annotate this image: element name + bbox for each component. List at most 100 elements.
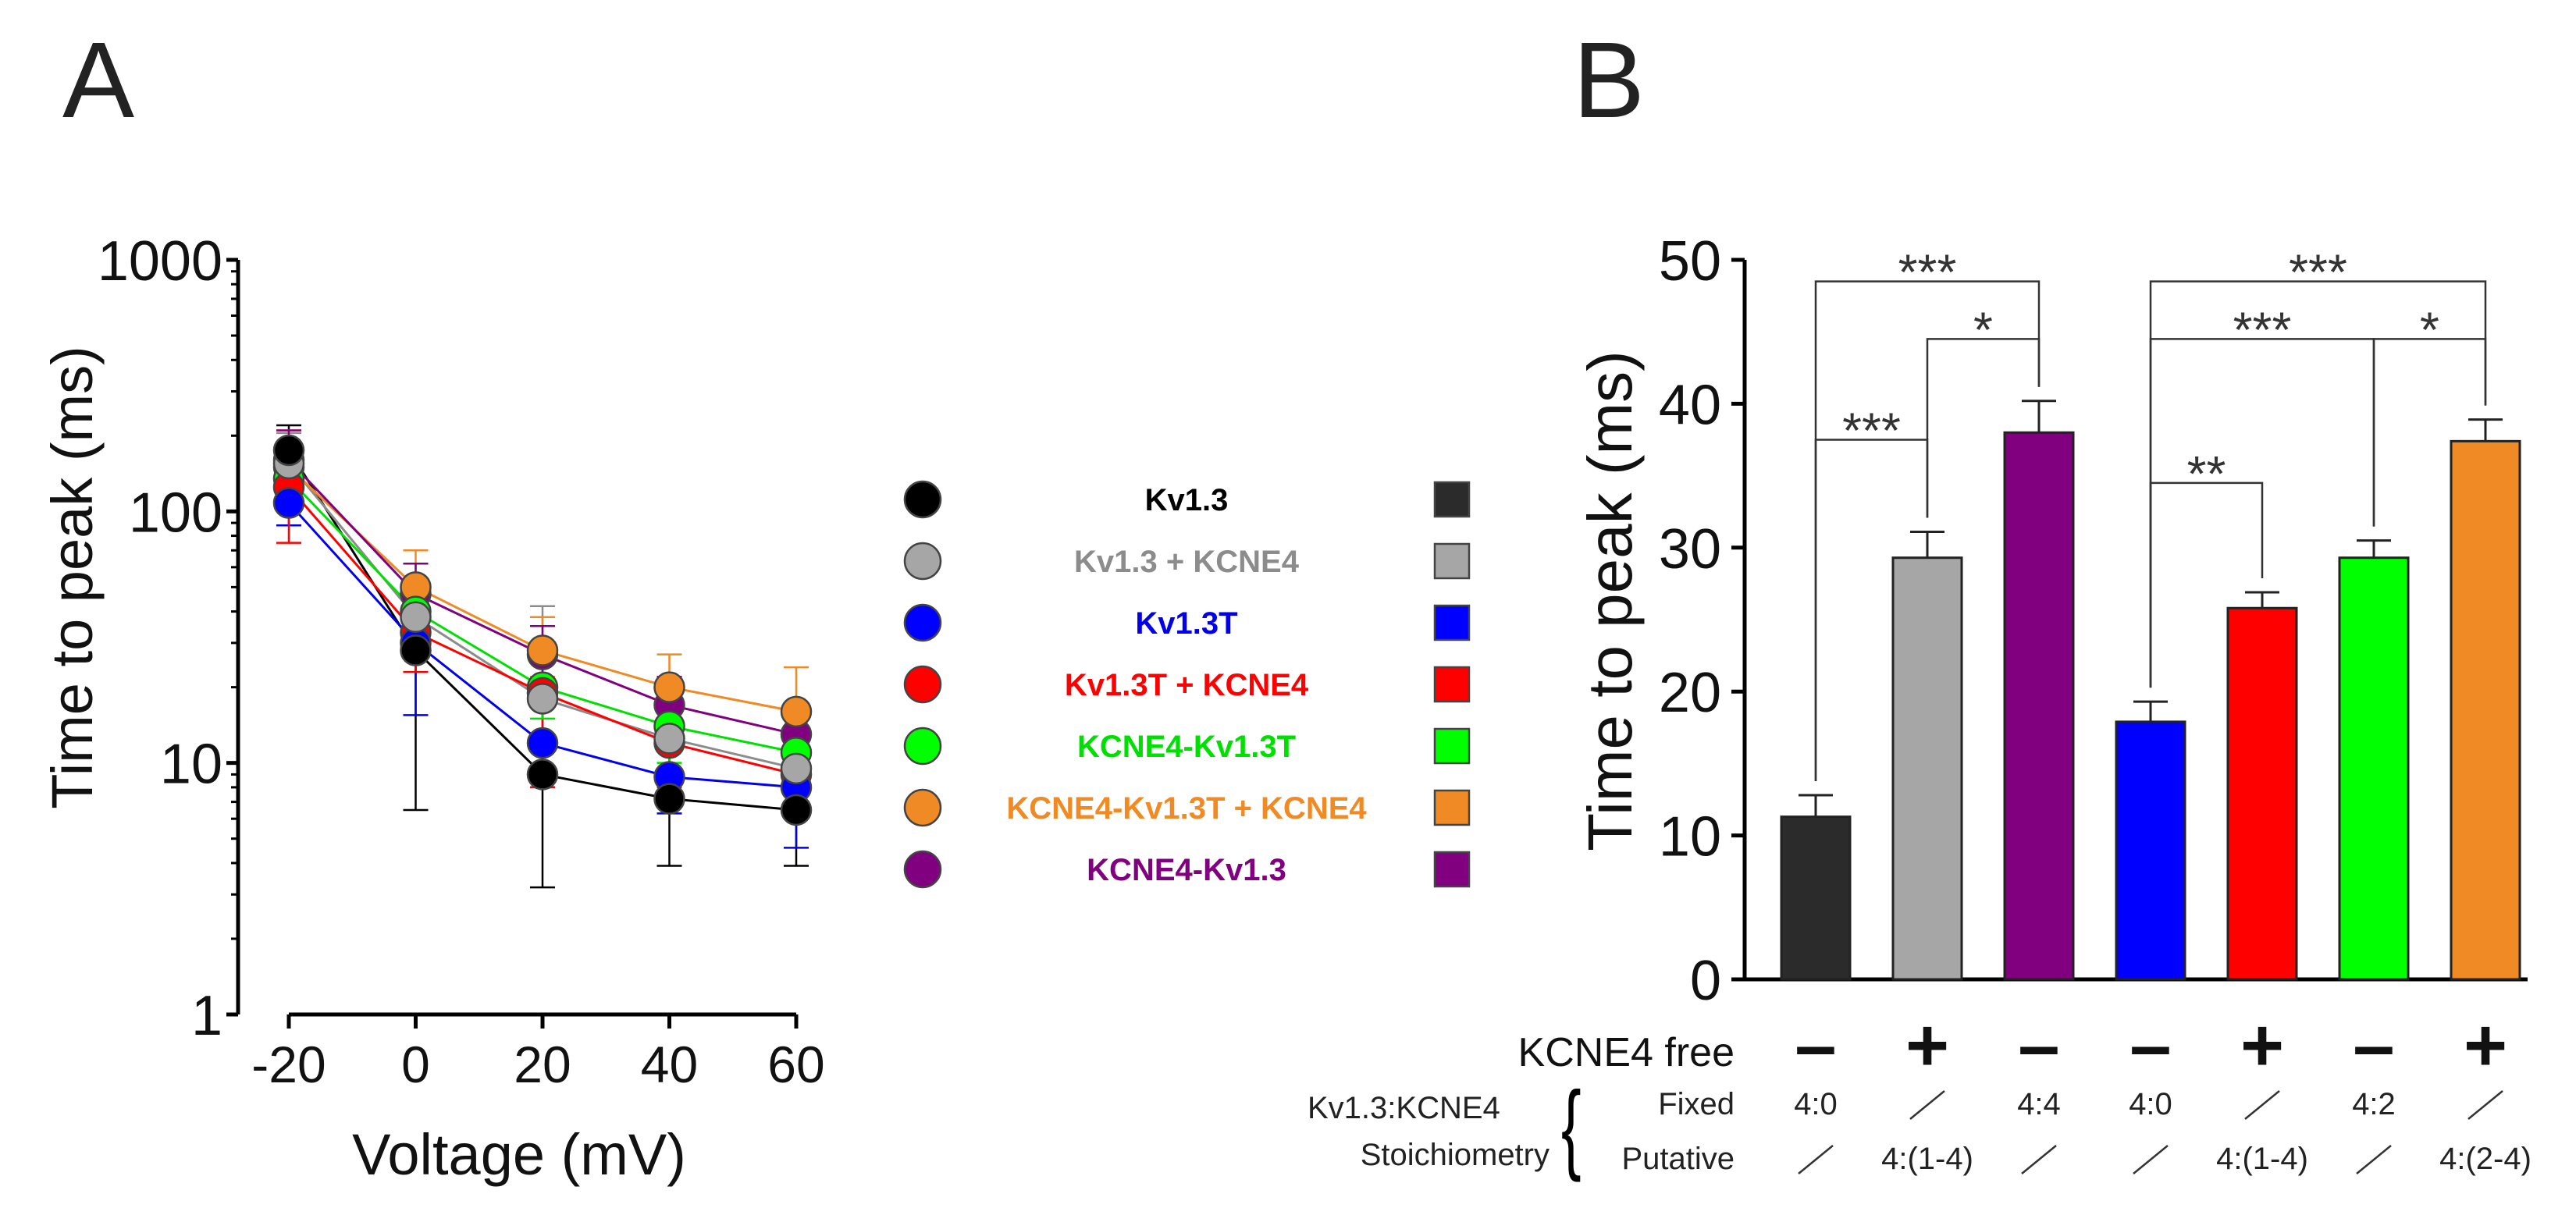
legend-label: KCNE4-Kv1.3T [1077, 730, 1296, 764]
panel-a-line-chart: 1 10 100 1000 -20 0 20 40 60 Voltage (mV) Time … [40, 230, 825, 1187]
data-point [653, 783, 685, 815]
legend-swatch [1433, 789, 1471, 826]
bar [2115, 720, 2186, 981]
panel-a-y-tick-label: 1 [191, 985, 222, 1047]
significance-bracket [1926, 338, 2041, 518]
legend-swatch [1433, 604, 1471, 641]
stoichiometry-label: Stoichiometry [1361, 1138, 1550, 1172]
kcne4-free-plus: + [1905, 1004, 1949, 1087]
legend-swatch [1433, 727, 1471, 765]
panel-b-y-tick-label: 40 [1659, 374, 1721, 436]
panel-b-y-tick-label: 10 [1659, 806, 1721, 869]
fixed-label: Fixed [1658, 1087, 1735, 1121]
stoichiometry-brace: { [1561, 1071, 1582, 1183]
significance-label: * [2420, 301, 2439, 357]
kcne4-free-label: KCNE4 free [1518, 1030, 1735, 1075]
panel-a-y-tick-label: 100 [129, 481, 222, 544]
data-point [400, 601, 432, 634]
putative-cell: 4:(1-4) [2216, 1142, 2308, 1176]
fixed-cell: 4:0 [1794, 1087, 1838, 1121]
panel-b-letter: B [1573, 20, 1645, 140]
putative-label: Putative [1621, 1142, 1735, 1176]
legend-label: Kv1.3T [1135, 606, 1237, 641]
legend-marker [903, 727, 942, 766]
significance-bracket [2149, 481, 2264, 688]
panel-a-x-tick-label: 0 [401, 1036, 430, 1093]
bar [2003, 431, 2075, 981]
legend-label: Kv1.3 + KCNE4 [1074, 545, 1300, 579]
bar [2338, 556, 2410, 981]
kcne4-free-minus: – [2129, 1004, 2171, 1087]
putative-cell: 4:(1-4) [1881, 1142, 1973, 1176]
panel-a-y-label: Time to peak (ms) [40, 346, 105, 808]
significance-label: *** [1898, 244, 1957, 300]
panel-a-x-tick-label: -20 [251, 1036, 326, 1093]
data-point [400, 634, 432, 666]
fixed-cell-slash [1909, 1090, 1945, 1120]
data-point [526, 634, 559, 666]
panel-b-y-tick-label: 30 [1659, 518, 1721, 581]
significance-label: ** [2187, 446, 2226, 502]
bar [1780, 815, 1852, 981]
legend-label: Kv1.3T + KCNE4 [1065, 668, 1309, 702]
legend-swatch [1433, 666, 1471, 703]
legend-swatch [1433, 851, 1471, 888]
legend-marker [903, 850, 942, 889]
panel-a-y-tick-label: 1000 [98, 230, 222, 293]
fixed-cell-slash [2244, 1090, 2280, 1120]
putative-cell-slash [2021, 1145, 2057, 1174]
legend-marker [903, 542, 942, 581]
putative-cell-slash [2356, 1145, 2392, 1174]
legend-marker [903, 665, 942, 704]
legend-marker [903, 603, 942, 642]
fixed-cell-slash [2467, 1090, 2503, 1120]
data-point [526, 683, 559, 715]
panel-a-letter: A [62, 20, 134, 140]
data-point [653, 671, 685, 703]
significance-bracket [2372, 338, 2487, 527]
bar [2450, 439, 2521, 981]
legend-swatch [1433, 481, 1471, 518]
fixed-cell: 4:0 [2129, 1087, 2172, 1121]
significance-label: *** [2289, 244, 2347, 300]
putative-cell-slash [1798, 1145, 1834, 1174]
putative-cell-slash [2133, 1145, 2169, 1174]
legend-label: KCNE4-Kv1.3T + KCNE4 [1006, 791, 1367, 826]
legend-label: Kv1.3 [1145, 483, 1229, 517]
legend-label: KCNE4-Kv1.3 [1087, 853, 1286, 887]
panel-b-y-label: Time to peak (ms) [1575, 350, 1645, 851]
significance-label: *** [1842, 403, 1901, 459]
kcne4-free-minus: – [2018, 1004, 2059, 1087]
panel-a-x-tick-label: 60 [767, 1036, 824, 1093]
fixed-cell: 4:4 [2017, 1087, 2061, 1121]
data-point [653, 723, 685, 755]
putative-cell: 4:(2-4) [2439, 1142, 2532, 1176]
legend: Kv1.3 Kv1.3 + KCNE4 Kv1.3T Kv1.3T + KCNE4 KC… [903, 480, 1471, 889]
legend-swatch [1433, 542, 1471, 580]
panel-a-x-tick-label: 40 [641, 1036, 698, 1093]
panel-a-x-label: Voltage (mV) [352, 1122, 686, 1187]
data-point [272, 434, 305, 467]
legend-marker [903, 788, 942, 827]
fixed-cell: 4:2 [2352, 1087, 2396, 1121]
significance-label: *** [2233, 301, 2292, 357]
bar [1891, 556, 1963, 981]
data-point [526, 759, 559, 791]
data-point [780, 752, 813, 785]
bar [2226, 606, 2298, 981]
data-point [526, 727, 559, 759]
kcne4-free-plus: + [2464, 1004, 2507, 1087]
panel-b-y-tick-label: 50 [1659, 230, 1721, 293]
panel-a-x-tick-label: 20 [514, 1036, 571, 1093]
kcne4-free-minus: – [1795, 1004, 1836, 1087]
data-point [272, 487, 305, 519]
panel-a-y-tick-label: 10 [160, 734, 222, 796]
data-point [780, 695, 813, 728]
ratio-label: Kv1.3:KCNE4 [1308, 1091, 1500, 1125]
significance-bracket [1814, 439, 1929, 781]
kcne4-free-plus: + [2240, 1004, 2284, 1087]
kcne4-free-minus: – [2353, 1004, 2394, 1087]
panel-b-y-tick-label: 20 [1659, 662, 1721, 724]
panel-b-y-tick-label: 0 [1690, 950, 1721, 1012]
